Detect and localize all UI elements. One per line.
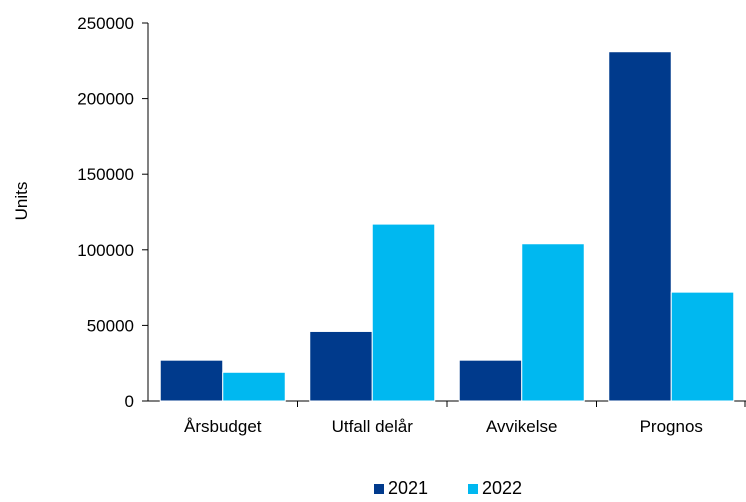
bar-2021-4 xyxy=(608,51,672,402)
legend-swatch-2021 xyxy=(374,484,384,494)
legend-label-2022: 2022 xyxy=(482,478,522,498)
x-tick-label: Avvikelse xyxy=(486,417,558,436)
y-tick-label: 0 xyxy=(125,392,134,411)
bar-2021-1 xyxy=(159,359,224,402)
y-tick-label: 200000 xyxy=(77,90,134,109)
x-tick-label: Utfall delår xyxy=(332,417,414,436)
x-tick-label: Prognos xyxy=(640,417,703,436)
y-axis-title: Units xyxy=(12,182,31,221)
y-tick-label: 250000 xyxy=(77,14,134,33)
x-tick-label: Årsbudget xyxy=(184,417,262,436)
legend-swatch-2022 xyxy=(468,484,478,494)
y-tick-label: 50000 xyxy=(87,316,134,335)
legend-label-2021: 2021 xyxy=(388,478,428,498)
bar-2022-1 xyxy=(222,371,286,402)
bar-2021-2 xyxy=(309,330,373,402)
bar-2022-3 xyxy=(521,243,585,402)
bar-2022-4 xyxy=(670,291,735,402)
bar-2022-2 xyxy=(371,223,436,402)
bar-2021-3 xyxy=(458,359,523,402)
legend: 2021 2022 xyxy=(374,478,522,498)
y-tick-label: 150000 xyxy=(77,165,134,184)
y-tick-label: 100000 xyxy=(77,241,134,260)
plot-area: 0 50000 100000 150000 200000 250000 Årsbudget U… xyxy=(77,14,746,436)
